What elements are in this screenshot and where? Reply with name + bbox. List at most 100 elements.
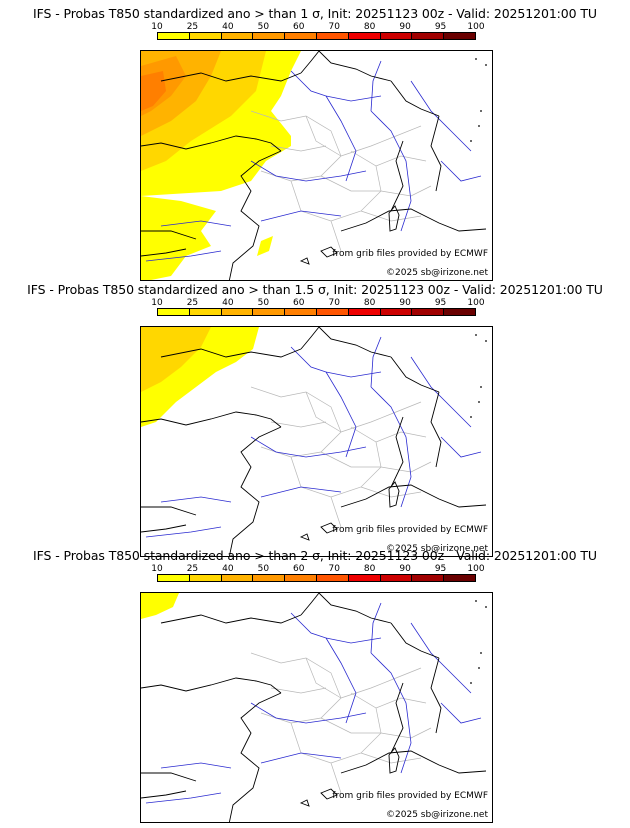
river xyxy=(325,637,357,724)
colorbar-segment xyxy=(380,33,413,39)
panel-title: IFS - Probas T850 standardized ano > tha… xyxy=(33,548,597,563)
island-dot xyxy=(480,652,482,654)
colorbar-segment xyxy=(221,575,254,581)
coastline xyxy=(141,135,282,152)
colorbar-tick-label: 80 xyxy=(363,564,376,574)
river xyxy=(410,622,472,694)
region-border xyxy=(330,496,342,528)
river xyxy=(160,496,232,503)
colorbar-segment xyxy=(253,309,286,315)
coastline xyxy=(141,230,197,240)
island-balearic xyxy=(320,522,338,534)
colorbar-tick-label: 40 xyxy=(222,298,234,308)
source-credit: from grib files provided by ECMWF xyxy=(332,525,488,535)
map-panel-1: IFS - Probas T850 standardized ano > tha… xyxy=(0,6,630,282)
region-border xyxy=(270,421,327,428)
colorbar-segment xyxy=(189,575,222,581)
river xyxy=(290,346,382,378)
coastline xyxy=(390,80,440,117)
island-dot xyxy=(470,140,472,142)
island-dot xyxy=(485,606,487,608)
island-corsica xyxy=(388,481,400,508)
colorbar-tick-label: 25 xyxy=(186,564,199,574)
colorbar-segment xyxy=(444,33,475,39)
island-balearic xyxy=(320,246,338,258)
colorbar-tick-label: 70 xyxy=(328,298,340,308)
region-border xyxy=(375,697,427,709)
island-dot xyxy=(478,667,480,669)
colorbar-segment xyxy=(221,33,254,39)
river xyxy=(250,160,367,182)
colorbar-segment xyxy=(412,309,445,315)
coastline xyxy=(228,150,282,280)
river xyxy=(160,220,232,227)
colorbar-labels: 10 25 40 50 60 70 80 90 95 100 xyxy=(151,22,484,33)
colorbar-segment xyxy=(158,575,190,581)
region-border xyxy=(360,210,422,222)
colorbar-segment xyxy=(348,33,381,39)
probability-area xyxy=(141,196,216,280)
copyright-text: ©2025 sb@irizone.net xyxy=(386,268,488,278)
island-dot xyxy=(475,58,477,60)
region-border xyxy=(380,185,432,197)
region-border xyxy=(270,145,327,152)
colorbar-tick-label: 60 xyxy=(293,564,305,574)
colorbar xyxy=(157,308,476,316)
colorbar-segment xyxy=(253,575,286,581)
probability-area xyxy=(141,71,166,111)
coastline xyxy=(390,356,440,393)
colorbar-tick-label: 40 xyxy=(222,564,234,574)
map-panel-3: IFS - Probas T850 standardized ano > tha… xyxy=(0,548,630,824)
coastline xyxy=(141,506,197,516)
coastline xyxy=(340,484,487,508)
island-dot xyxy=(470,682,472,684)
river xyxy=(370,60,382,112)
coastline xyxy=(141,248,187,257)
map-canvas xyxy=(141,593,487,822)
island-balearic xyxy=(299,257,310,265)
river xyxy=(145,250,222,262)
coastline xyxy=(141,790,187,799)
region-border xyxy=(340,667,422,699)
colorbar-tick-label: 90 xyxy=(399,564,411,574)
coastline xyxy=(141,524,187,533)
colorbar-segment xyxy=(285,575,317,581)
island-dot xyxy=(475,600,477,602)
river xyxy=(145,792,222,804)
region-border xyxy=(360,752,422,764)
region-border xyxy=(305,391,342,433)
river xyxy=(260,752,342,764)
coastline xyxy=(228,692,282,822)
copyright-text: ©2025 sb@irizone.net xyxy=(386,810,488,820)
river xyxy=(410,80,472,152)
region-border xyxy=(330,220,342,252)
colorbar-segment xyxy=(348,309,381,315)
island-dot xyxy=(478,125,480,127)
coastline xyxy=(160,348,302,358)
river xyxy=(370,336,382,388)
river xyxy=(145,526,222,538)
colorbar-segment xyxy=(285,309,317,315)
colorbar-tick-label: 95 xyxy=(434,22,447,32)
copyright-text: ©2025 sb@irizone.net xyxy=(386,544,488,554)
coastline xyxy=(390,682,404,754)
map-frame: from grib files provided by ECMWF ©2025 … xyxy=(140,326,493,557)
region-border xyxy=(320,717,381,734)
region-border xyxy=(375,155,427,167)
colorbar-segment xyxy=(253,33,286,39)
river xyxy=(410,356,472,428)
source-credit: from grib files provided by ECMWF xyxy=(332,249,488,259)
coastline xyxy=(390,140,404,212)
region-border xyxy=(250,110,342,182)
river xyxy=(370,110,412,232)
coastline xyxy=(300,327,320,350)
region-border xyxy=(360,486,422,498)
river xyxy=(260,486,342,498)
region-border xyxy=(250,386,342,458)
coastline xyxy=(430,115,442,192)
panel-title: IFS - Probas T850 standardized ano > tha… xyxy=(27,282,603,297)
colorbar-tick-label: 60 xyxy=(293,22,305,32)
probability-area xyxy=(141,327,211,392)
river xyxy=(370,602,382,654)
map-frame: from grib files provided by ECMWF ©2025 … xyxy=(140,50,493,281)
